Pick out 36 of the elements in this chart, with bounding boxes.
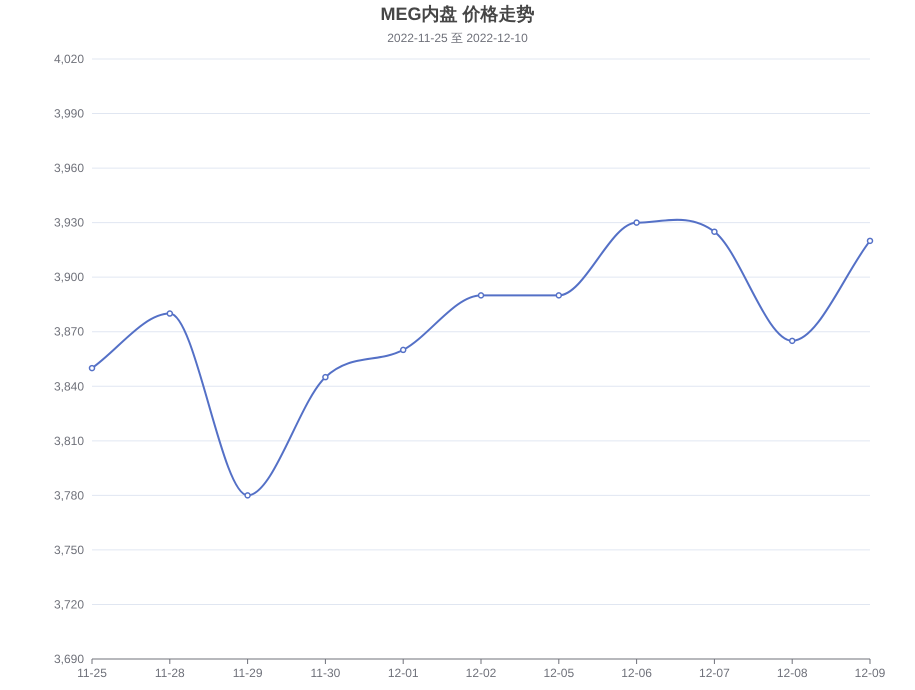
point xyxy=(633,219,640,226)
point xyxy=(866,238,874,244)
x-tick-label: 12-07 xyxy=(699,666,730,680)
point xyxy=(244,492,251,499)
point xyxy=(88,364,96,372)
chart-title: MEG内盘 价格走势 xyxy=(380,4,535,24)
x-tick-label: 12-02 xyxy=(466,666,497,680)
y-tick-label: 3,780 xyxy=(54,488,84,502)
x-tick-label: 12-09 xyxy=(854,666,886,680)
point xyxy=(788,338,796,344)
x-tick-label: 12-05 xyxy=(543,666,574,680)
y-tick-label: 3,990 xyxy=(54,106,84,121)
x-tick-label: 11-30 xyxy=(310,666,341,680)
x-tick-label: 11-28 xyxy=(154,666,186,680)
x-tick-label: 11-25 xyxy=(77,666,108,680)
y-tick-label: 4,020 xyxy=(54,52,84,66)
y-tick-label: 3,810 xyxy=(54,434,84,448)
point xyxy=(166,310,174,317)
y-tick-label: 3,750 xyxy=(54,542,84,557)
y-tick-label: 3,900 xyxy=(54,270,84,284)
point xyxy=(322,374,329,380)
x-tick-label: 11-29 xyxy=(232,666,263,680)
point xyxy=(556,292,562,299)
chart-subtitle: 2022-11-25 至 2022-12-10 xyxy=(387,31,528,45)
y-tick-label: 3,840 xyxy=(54,379,84,394)
y-tick-label: 3,870 xyxy=(54,324,84,339)
y-tick-label: 3,720 xyxy=(54,597,84,612)
x-tick-label: 12-06 xyxy=(621,666,652,680)
point xyxy=(400,346,406,354)
y-tick-label: 3,930 xyxy=(54,216,84,230)
y-tick-label: 3,960 xyxy=(54,161,84,176)
y-tick-label: 3,690 xyxy=(54,652,84,666)
x-tick-label: 12-01 xyxy=(388,666,419,680)
point xyxy=(478,292,484,299)
point xyxy=(711,228,718,235)
x-tick-label: 12-08 xyxy=(776,666,808,680)
